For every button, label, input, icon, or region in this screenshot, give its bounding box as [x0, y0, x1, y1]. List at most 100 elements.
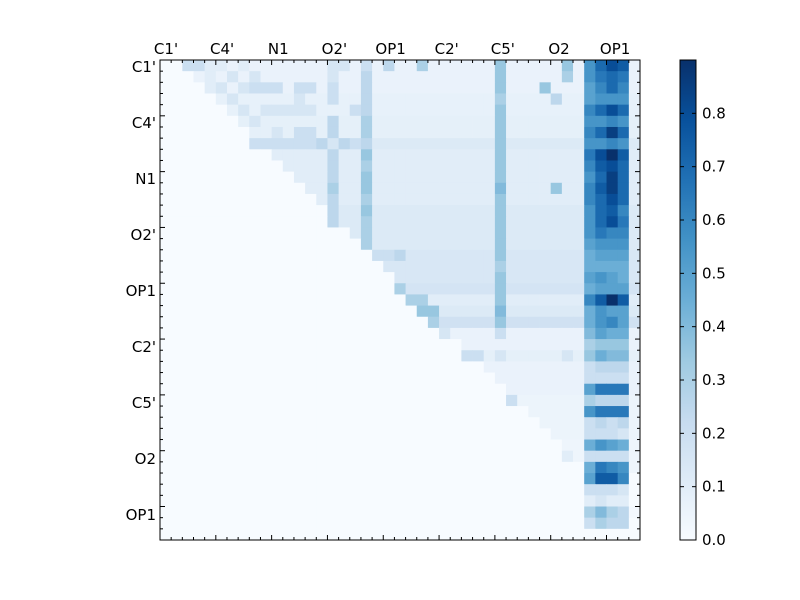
heatmap-cell	[561, 506, 574, 519]
heatmap-cell	[226, 473, 239, 485]
heatmap-cell	[249, 71, 261, 83]
heatmap-cell	[360, 528, 373, 541]
heatmap-cell	[316, 461, 328, 474]
heatmap-cell	[528, 238, 540, 251]
heatmap-cell	[316, 216, 328, 228]
heatmap-cell	[494, 517, 507, 530]
heatmap-cell	[517, 93, 529, 106]
heatmap-cell	[238, 60, 250, 72]
heatmap-cell	[617, 439, 630, 452]
heatmap-cell	[383, 439, 395, 452]
heatmap-cell	[517, 249, 529, 262]
heatmap-cell	[394, 506, 406, 519]
heatmap-cell	[416, 82, 429, 94]
heatmap-cell	[528, 149, 540, 161]
heatmap-cell	[450, 249, 462, 262]
heatmap-cell	[550, 517, 563, 530]
heatmap-cell	[506, 361, 518, 373]
heatmap-cell	[405, 450, 418, 463]
heatmap-cell	[327, 294, 340, 306]
heatmap-cell	[416, 60, 429, 72]
heatmap-cell	[472, 82, 485, 94]
heatmap-cell	[349, 372, 362, 385]
heatmap-cell	[160, 361, 172, 373]
heatmap-cell	[171, 60, 183, 72]
heatmap-cell	[528, 461, 540, 474]
heatmap-cell	[461, 205, 473, 217]
heatmap-cell	[171, 473, 183, 485]
heatmap-cell	[293, 171, 306, 184]
heatmap-cell	[573, 517, 585, 530]
heatmap-cell	[427, 160, 440, 173]
heatmap-cell	[494, 115, 507, 128]
heatmap-cell	[327, 372, 340, 385]
heatmap-cell	[405, 528, 418, 541]
heatmap-cell	[606, 115, 619, 128]
heatmap-cell	[193, 372, 206, 385]
heatmap-cell	[550, 495, 563, 507]
heatmap-cell	[338, 372, 351, 385]
heatmap-cell	[238, 350, 250, 362]
heatmap-cell	[293, 495, 306, 507]
heatmap-cell	[573, 82, 585, 94]
heatmap-cell	[372, 272, 384, 284]
heatmap-cell	[316, 450, 328, 463]
heatmap-cell	[416, 305, 429, 318]
heatmap-cell	[517, 316, 529, 329]
heatmap-cell	[349, 473, 362, 485]
heatmap-cell	[226, 216, 239, 228]
heatmap-cell	[249, 93, 261, 106]
heatmap-cell	[383, 227, 395, 240]
heatmap-cell	[617, 361, 630, 373]
heatmap-cell	[282, 283, 295, 295]
heatmap-cell	[617, 294, 630, 306]
heatmap-cell	[461, 216, 473, 228]
heatmap-cell	[160, 283, 172, 295]
heatmap-cell	[182, 193, 194, 206]
heatmap-cell	[606, 372, 619, 385]
heatmap-cell	[249, 473, 261, 485]
heatmap-cell	[561, 71, 574, 83]
heatmap-cell	[427, 528, 440, 541]
heatmap-cell	[193, 450, 206, 463]
heatmap-cell	[383, 517, 395, 530]
heatmap-cell	[528, 93, 540, 106]
heatmap-cell	[539, 104, 552, 117]
heatmap-cell	[427, 138, 440, 150]
heatmap-cell	[305, 283, 317, 295]
heatmap-cell	[372, 193, 384, 206]
heatmap-cell	[472, 272, 485, 284]
heatmap-cell	[550, 216, 563, 228]
heatmap-cell	[506, 517, 518, 530]
heatmap-cell	[249, 350, 261, 362]
heatmap-cell	[628, 305, 641, 318]
heatmap-cell	[450, 528, 462, 541]
heatmap-cell	[238, 82, 250, 94]
heatmap-cell	[383, 260, 395, 273]
heatmap-cell	[628, 160, 641, 173]
heatmap-cell	[271, 316, 284, 329]
heatmap-cell	[182, 93, 194, 106]
heatmap-cell	[338, 495, 351, 507]
heatmap-cell	[383, 249, 395, 262]
heatmap-cell	[517, 450, 529, 463]
heatmap-cell	[573, 316, 585, 329]
heatmap-cell	[606, 327, 619, 340]
heatmap-cell	[573, 104, 585, 117]
heatmap-cell	[316, 506, 328, 519]
heatmap-cell	[528, 484, 540, 496]
heatmap-cell	[617, 528, 630, 541]
heatmap-cell	[260, 528, 273, 541]
heatmap-cell	[260, 115, 273, 128]
heatmap-cell	[171, 272, 183, 284]
heatmap-cell	[226, 506, 239, 519]
heatmap-cell	[517, 216, 529, 228]
heatmap-cell	[349, 517, 362, 530]
heatmap-cell	[584, 82, 596, 94]
heatmap-cell	[260, 305, 273, 318]
heatmap-cell	[472, 517, 485, 530]
heatmap-cell	[282, 260, 295, 273]
heatmap-cell	[271, 249, 284, 262]
heatmap-cell	[271, 473, 284, 485]
heatmap-cell	[171, 193, 183, 206]
